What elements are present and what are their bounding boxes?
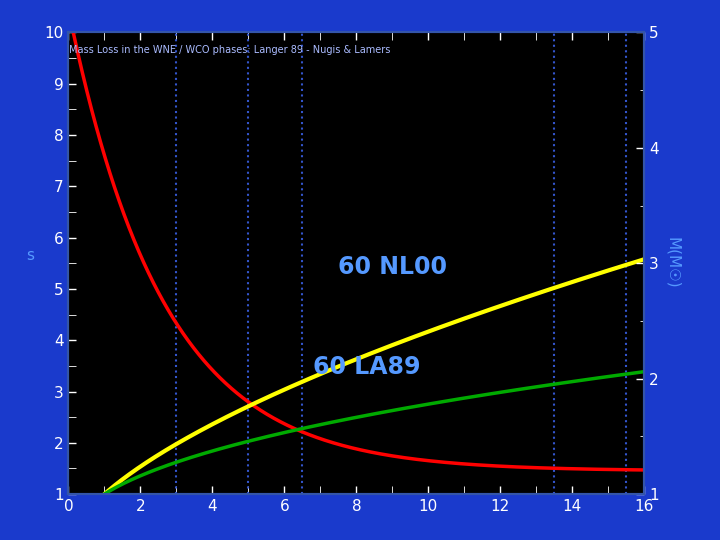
Y-axis label: M(M☉): M(M☉) [665, 238, 680, 289]
Text: 60 NL00: 60 NL00 [338, 254, 447, 279]
Y-axis label: s: s [27, 248, 35, 263]
Text: 60 LA89: 60 LA89 [313, 355, 420, 379]
Text: Mass Loss in the WNE / WCO phases: Langer 89 - Nugis & Lamers: Mass Loss in the WNE / WCO phases: Lange… [69, 45, 390, 55]
